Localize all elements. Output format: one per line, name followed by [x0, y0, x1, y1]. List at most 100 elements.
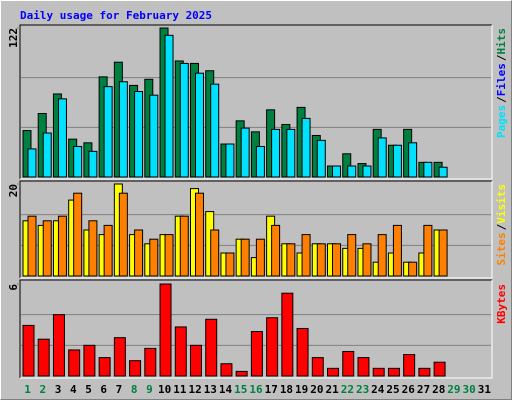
bar — [144, 347, 157, 377]
bar — [27, 148, 37, 178]
bar — [255, 238, 265, 277]
bar — [240, 238, 250, 277]
bar — [266, 317, 279, 377]
bar — [118, 192, 128, 277]
legend-entry: Files — [495, 63, 508, 96]
bar — [83, 344, 96, 377]
y-tick-label: 20 — [7, 184, 20, 197]
x-tick-label: 12 — [188, 383, 201, 396]
bar — [52, 314, 65, 377]
bar — [37, 338, 50, 377]
bar — [194, 192, 204, 277]
panel-edge-light — [20, 181, 493, 279]
bar — [255, 145, 265, 178]
bar — [240, 127, 250, 178]
x-tick-label: 24 — [371, 383, 385, 396]
bar — [362, 165, 372, 178]
bar — [281, 292, 294, 377]
x-tick-label: 20 — [310, 383, 323, 396]
bar — [179, 62, 189, 178]
bar — [332, 165, 342, 178]
x-tick-label: 8 — [131, 383, 138, 396]
x-tick-label: 13 — [204, 383, 217, 396]
bar — [250, 331, 263, 377]
bar — [347, 165, 357, 178]
bar — [225, 143, 235, 178]
bar — [210, 229, 220, 277]
bar — [296, 327, 309, 377]
bar — [301, 117, 311, 178]
bar — [149, 238, 159, 277]
x-tick-label: 6 — [100, 383, 107, 396]
x-tick-label: 15 — [234, 383, 247, 396]
bar — [433, 361, 446, 377]
bar — [286, 243, 296, 277]
bar — [88, 220, 98, 277]
bar — [118, 81, 128, 178]
x-tick-label: 22 — [341, 383, 354, 396]
bar — [418, 367, 431, 377]
legend-entry: KBytes — [495, 284, 508, 324]
bar — [423, 224, 433, 277]
bar — [164, 34, 174, 178]
legend-entry: Hits — [495, 28, 508, 55]
bar — [73, 145, 83, 178]
bar — [225, 252, 235, 277]
x-tick-label: 26 — [402, 383, 416, 396]
bar — [179, 215, 189, 277]
bar — [423, 161, 433, 178]
panel-edge-dark — [19, 180, 492, 278]
bar — [42, 220, 52, 277]
bar — [205, 318, 218, 377]
x-tick-label: 14 — [219, 383, 233, 396]
bar — [42, 132, 52, 178]
x-tick-label: 4 — [70, 383, 77, 396]
x-tick-label: 30 — [463, 383, 476, 396]
legend-separator: / — [495, 54, 508, 61]
chart-title: Daily usage for February 2025 — [20, 9, 212, 22]
legend-entry: Sites — [495, 232, 508, 265]
bar — [316, 139, 326, 178]
y-tick-label: 122 — [7, 28, 20, 48]
x-tick-label: 19 — [295, 383, 308, 396]
bar — [27, 215, 37, 277]
panel-edge-dark — [19, 24, 492, 179]
bar — [342, 350, 355, 377]
x-tick-label: 17 — [265, 383, 278, 396]
legend-entry: Pages — [495, 105, 508, 138]
bar — [189, 344, 202, 377]
bar — [159, 283, 172, 377]
bar — [68, 349, 81, 377]
x-tick-label: 21 — [326, 383, 340, 396]
bar — [210, 83, 220, 178]
x-tick-label: 29 — [447, 383, 460, 396]
legend-entry: Visits — [495, 184, 508, 224]
bar — [408, 261, 418, 277]
bar — [271, 128, 281, 178]
bar — [164, 234, 174, 277]
legend-separator: / — [495, 223, 508, 230]
x-tick-label: 3 — [55, 383, 62, 396]
bar — [88, 150, 98, 178]
legend: KBytes — [495, 284, 508, 324]
bar — [98, 357, 111, 377]
x-tick-label: 9 — [146, 383, 153, 396]
bar — [149, 94, 159, 178]
bar — [392, 224, 402, 277]
x-tick-label: 10 — [158, 383, 171, 396]
bar — [408, 142, 418, 178]
x-tick-label: 25 — [386, 383, 399, 396]
x-tick-label: 2 — [40, 383, 47, 396]
x-tick-label: 23 — [356, 383, 369, 396]
x-tick-label: 11 — [173, 383, 187, 396]
bar — [194, 72, 204, 178]
bar — [174, 326, 187, 377]
bar — [372, 367, 385, 377]
bar — [220, 363, 233, 377]
bar — [134, 229, 144, 277]
x-tick-label: 5 — [85, 383, 92, 396]
bar — [113, 337, 126, 377]
bar — [129, 360, 142, 377]
y-tick-label: 6 — [7, 284, 20, 291]
